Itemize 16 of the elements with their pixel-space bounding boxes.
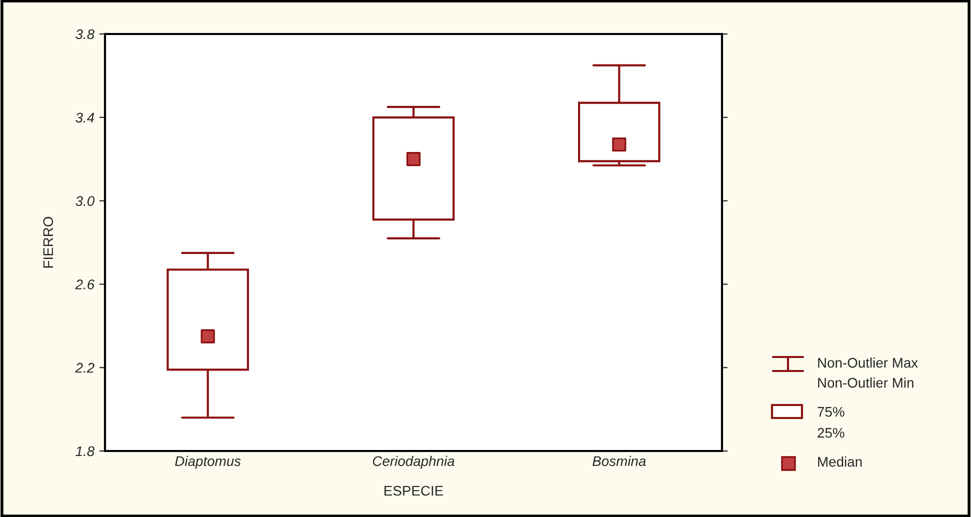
y-tick-label: 2.6 [75,280,95,290]
y-tick-label: 3.0 [76,196,94,206]
text: 75% [818,406,844,417]
text: Non-Outlier Min [818,378,914,388]
y-tick-label: 1.8 [76,446,95,456]
y-tick-label: 2.2 [75,362,94,373]
y-tick-label: 3.4 [76,112,94,123]
x-tick-label: Ceriodaphnia [372,456,454,469]
y-tick-label: 3.8 [76,29,95,40]
text: Median [818,456,862,467]
y-axis-title: FIERRO [43,216,54,268]
text: Non-Outlier Max [818,358,918,368]
text: 25% [818,428,844,438]
x-tick-label: Diaptomus [175,456,241,469]
x-tick-label: Bosmina [592,456,646,466]
x-axis-title: ESPECIE [384,486,444,496]
